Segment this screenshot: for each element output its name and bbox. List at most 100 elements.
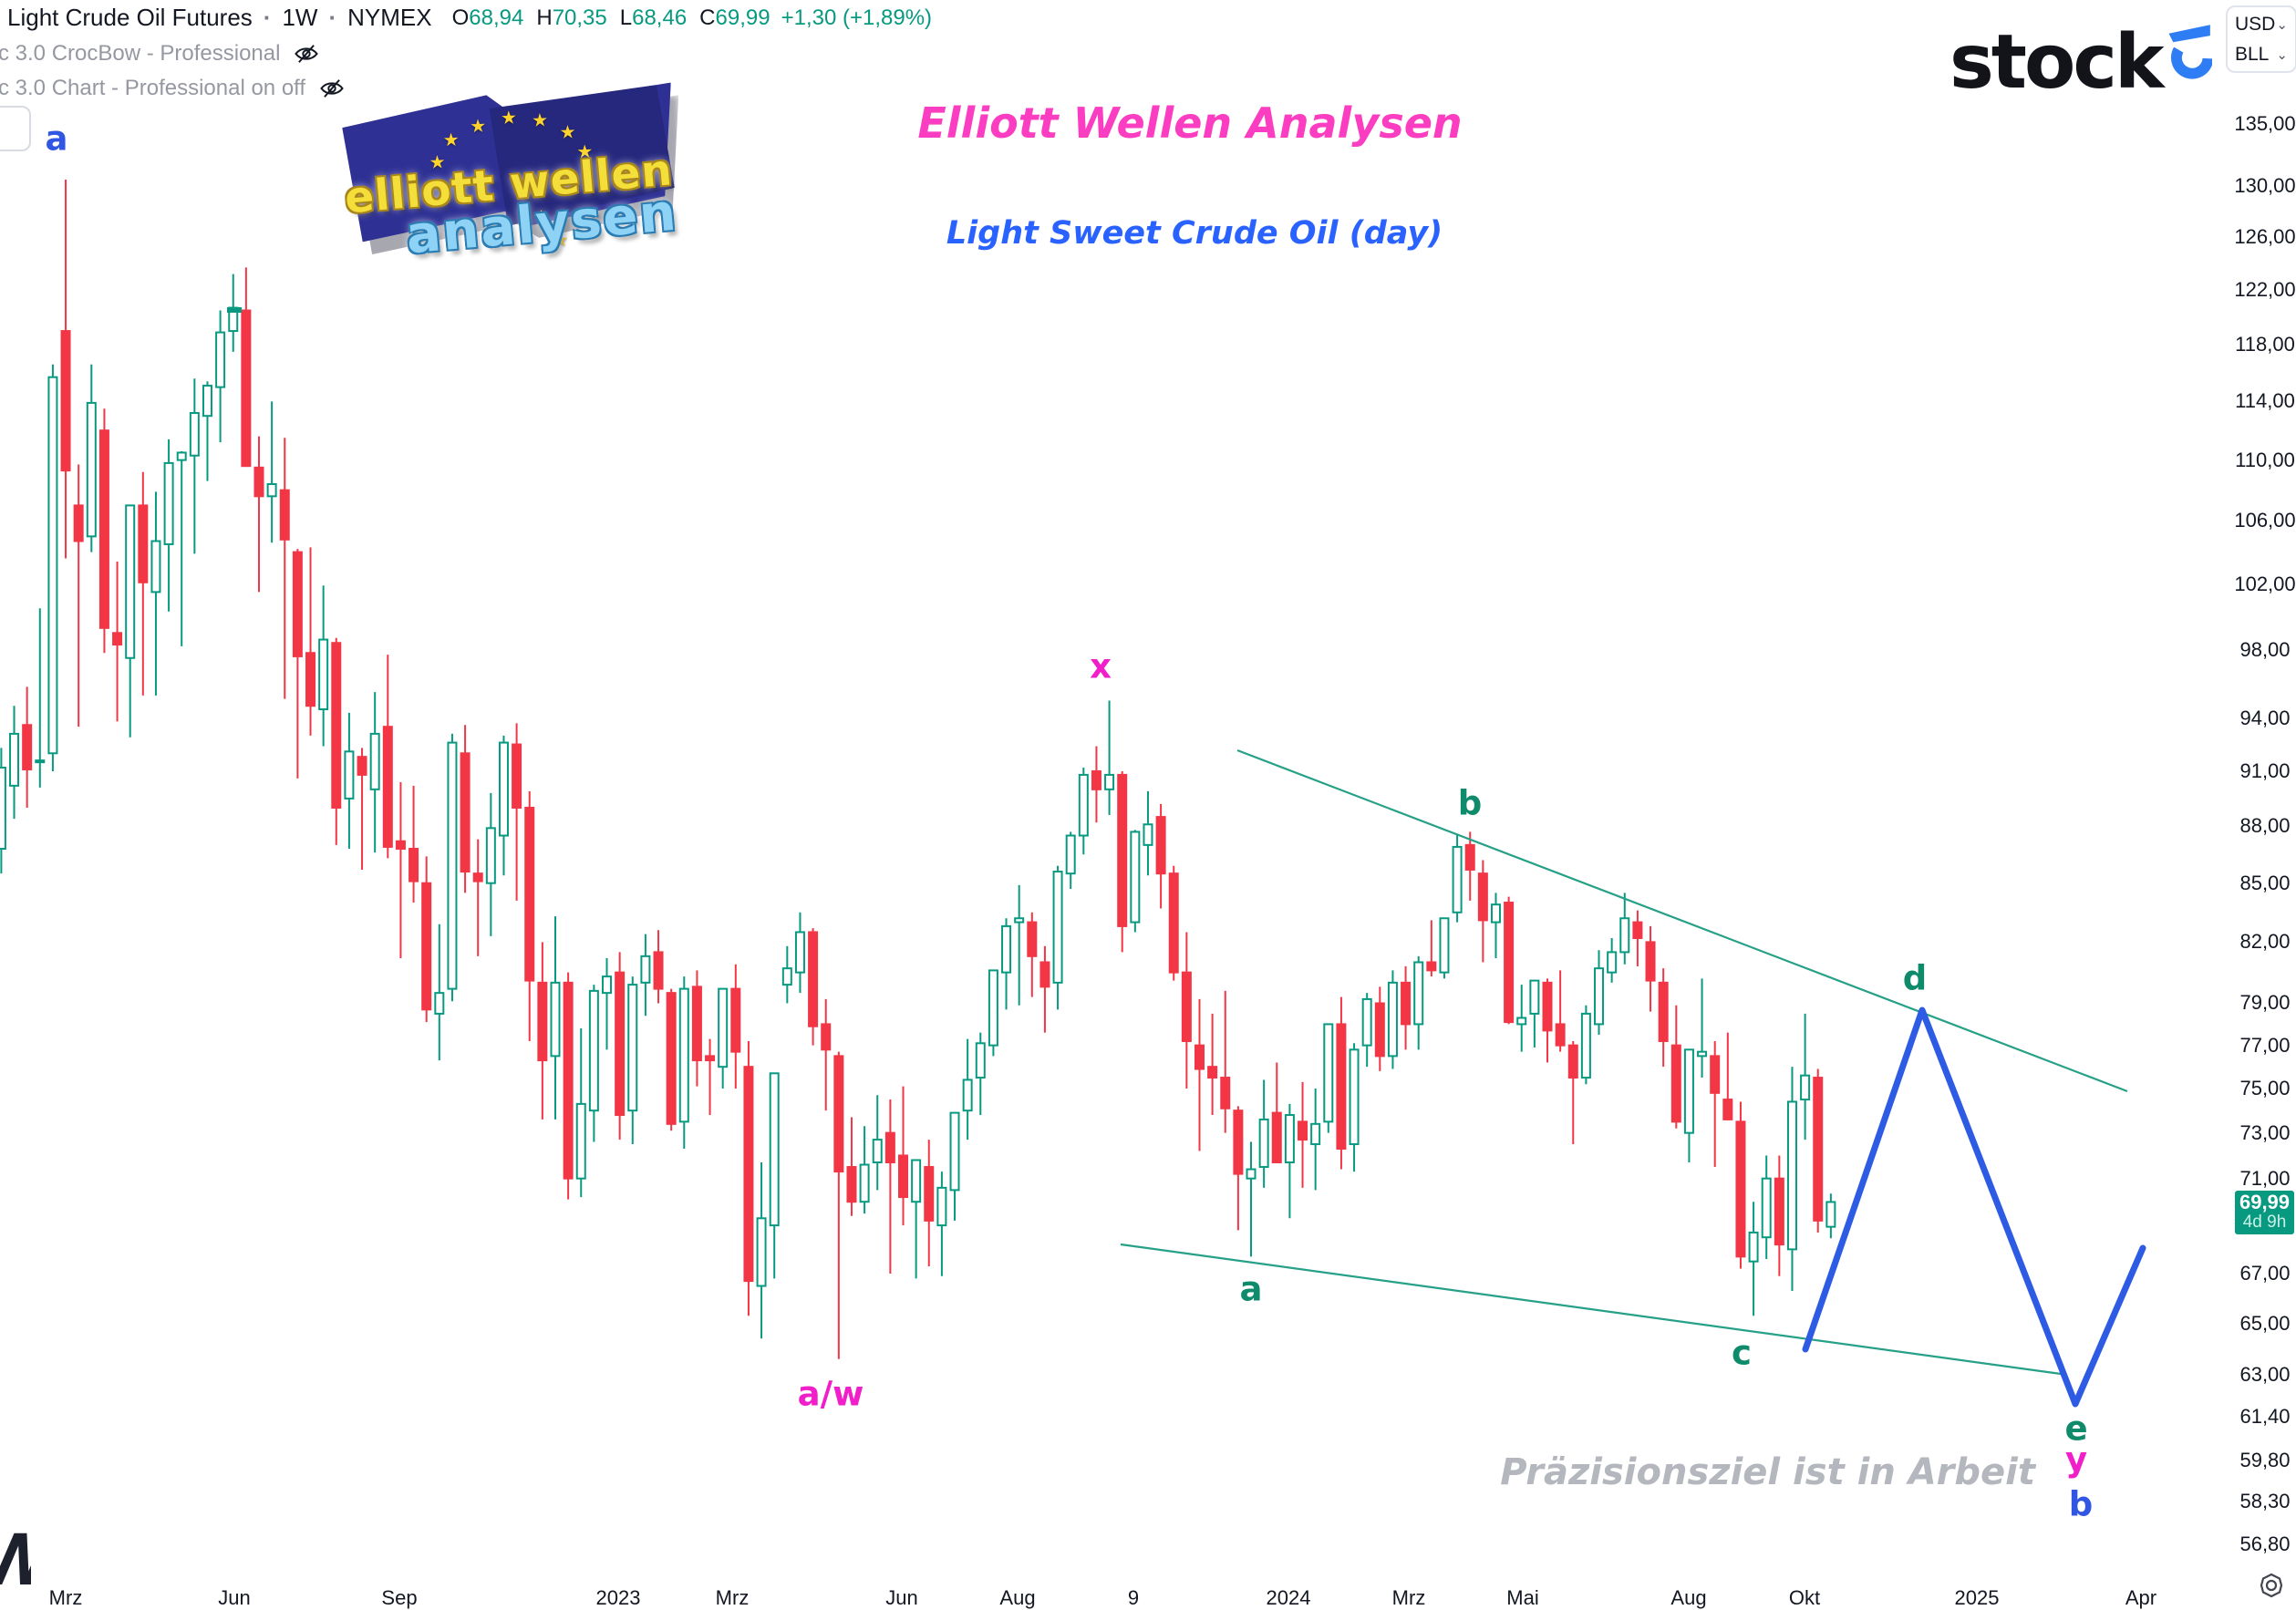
candle <box>1181 932 1192 1089</box>
candle <box>1233 1106 1244 1231</box>
candle <box>949 1111 960 1221</box>
candle <box>1336 996 1347 1170</box>
candle <box>640 934 651 1017</box>
currency-select[interactable]: USD ⌄ <box>2228 14 2295 36</box>
candle <box>563 972 574 1200</box>
candle <box>1323 1023 1334 1133</box>
candle <box>73 464 84 728</box>
eu-star-icon: ★ <box>500 108 518 129</box>
candle <box>498 735 509 876</box>
candle <box>1091 746 1101 823</box>
wave-label-b[interactable]: b <box>2068 1484 2094 1524</box>
candle <box>666 988 677 1131</box>
wave-label-c[interactable]: c <box>1732 1333 1752 1373</box>
symbol-title[interactable]: Light Crude Oil Futures <box>7 4 253 31</box>
eu-star-icon: ★ <box>559 122 576 143</box>
indicator-label[interactable]: c 3.0 Chart - Professional on off <box>0 76 306 100</box>
candle <box>833 1051 844 1359</box>
wave-label-a[interactable]: a <box>45 119 68 159</box>
candle <box>1735 1101 1746 1269</box>
price-tick-label: 67,00 <box>2239 1262 2291 1285</box>
price-tick-label: 59,80 <box>2239 1448 2291 1471</box>
eu-star-icon: ★ <box>469 116 487 138</box>
candle <box>1413 955 1424 1050</box>
indicator-row-chart[interactable]: c 3.0 Chart - Professional on off <box>0 75 346 102</box>
timeframe[interactable]: 1W <box>282 4 318 31</box>
unit-select[interactable]: BLL ⌄ <box>2228 44 2295 66</box>
eye-off-icon[interactable] <box>293 40 320 67</box>
candle <box>1065 831 1076 890</box>
candle <box>1117 770 1128 953</box>
candle <box>1143 790 1153 876</box>
wave-label-b[interactable]: b <box>1457 783 1483 823</box>
symbol-row[interactable]: Light Crude Oil Futures · 1W · NYMEX O68… <box>7 4 932 32</box>
candle <box>1567 1040 1578 1145</box>
candle <box>615 952 626 1140</box>
candle <box>808 928 819 1046</box>
price-tick-label: 110,00 <box>2235 448 2295 471</box>
candle <box>1246 1141 1257 1257</box>
chevron-down-icon: ⌄ <box>2276 46 2288 63</box>
eu-star-icon: ★ <box>531 110 549 131</box>
separator: · <box>263 4 272 31</box>
candle <box>1580 1005 1591 1085</box>
candle <box>1697 978 1708 1078</box>
separator: · <box>328 4 337 31</box>
candle <box>1464 831 1475 901</box>
time-axis[interactable]: Mrz Jun Sep 2023 Mrz Jun Aug 9 2024 Mrz Mai Aug Okt 2… <box>0 1579 2296 1609</box>
candle <box>60 180 71 559</box>
candle <box>975 1032 986 1116</box>
candle <box>1619 893 1630 965</box>
candle <box>730 964 741 1089</box>
candle <box>112 562 123 722</box>
wave-label-x[interactable]: x <box>1090 646 1112 686</box>
indicator-label[interactable]: c 3.0 CrocBow - Professional <box>0 41 281 66</box>
projection-zigzag[interactable] <box>1802 1006 2146 1408</box>
time-tick-label: Aug <box>999 1586 1036 1609</box>
candle <box>1632 910 1643 966</box>
dash-marker[interactable] <box>227 307 242 313</box>
candle <box>163 439 174 612</box>
trendline[interactable] <box>1120 1243 2062 1376</box>
price-axis[interactable]: 135,00 130,00 126,00 122,00 118,00 114,00 110,… <box>2234 0 2296 1609</box>
candle <box>884 1099 895 1275</box>
indicator-row-crocbow[interactable]: c 3.0 CrocBow - Professional <box>0 40 320 67</box>
close-key: C <box>699 5 716 30</box>
candle <box>1001 918 1012 1010</box>
candle <box>1786 1067 1797 1291</box>
candle <box>678 976 689 1150</box>
candle <box>705 1038 716 1116</box>
candle <box>1683 1048 1694 1163</box>
candle <box>1310 1089 1321 1191</box>
price-tick-label: 79,00 <box>2239 991 2291 1015</box>
candle <box>1426 920 1437 977</box>
price-tick-label: 91,00 <box>2239 759 2291 782</box>
price-tick-label: 106,00 <box>2234 509 2296 532</box>
price-tick-label: 77,00 <box>2239 1033 2291 1057</box>
candle <box>357 748 367 870</box>
candle <box>98 408 109 654</box>
candle <box>924 1140 935 1267</box>
candle <box>1722 1032 1733 1120</box>
gear-icon[interactable] <box>2256 1570 2287 1601</box>
candle <box>22 686 33 808</box>
wave-label-e[interactable]: e <box>2064 1409 2088 1449</box>
ohlc-values: O68,94 H70,35 L68,46 C69,99 <box>452 5 771 31</box>
wave-label-a-w[interactable]: a/w <box>797 1374 864 1414</box>
last-price-value: 69,99 <box>2239 1191 2291 1214</box>
candle <box>1594 950 1605 1035</box>
trendline[interactable] <box>1236 748 2128 1093</box>
wave-label-y[interactable]: y <box>2064 1440 2088 1480</box>
candle <box>228 273 239 352</box>
time-tick-label: Jun <box>218 1586 251 1609</box>
candle <box>176 450 187 646</box>
chevron-down-icon: ⌄ <box>2276 16 2288 33</box>
wave-label-d[interactable]: d <box>1902 958 1928 998</box>
wave-label-a[interactable]: a <box>1239 1269 1263 1309</box>
candle <box>911 1159 922 1279</box>
candle <box>189 378 200 554</box>
candle <box>1670 1005 1681 1129</box>
candle <box>434 924 445 1061</box>
eye-off-icon[interactable] <box>318 75 346 102</box>
